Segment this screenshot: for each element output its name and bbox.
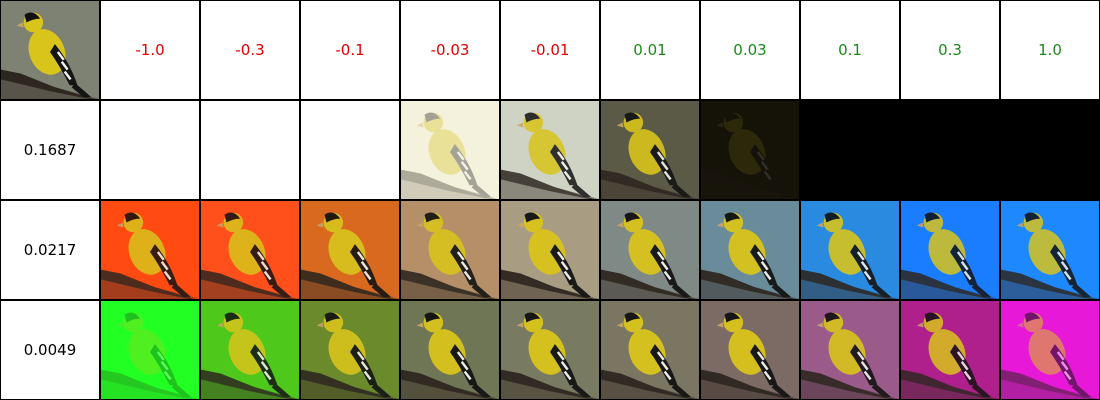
tinted-bird-image-icon <box>601 101 699 199</box>
column-header-value: -0.03 <box>430 41 470 59</box>
tinted-bird-image-icon <box>901 201 999 299</box>
column-header: 1.0 <box>1000 0 1100 100</box>
tinted-bird-image-icon <box>701 101 799 199</box>
column-header: -1.0 <box>100 0 200 100</box>
row-label-cell: 0.0049 <box>0 300 100 400</box>
row-label-cell: 0.0217 <box>0 200 100 300</box>
image-cell <box>1000 100 1100 200</box>
column-header: -0.03 <box>400 0 500 100</box>
image-cell <box>1000 300 1100 400</box>
image-cell <box>800 100 900 200</box>
column-header: -0.1 <box>300 0 400 100</box>
tinted-bird-image-icon <box>1001 301 1099 399</box>
image-cell <box>600 200 700 300</box>
tinted-bird-image-icon <box>801 301 899 399</box>
column-header-value: -1.0 <box>135 41 165 59</box>
column-header-value: -0.1 <box>335 41 365 59</box>
image-cell <box>100 300 200 400</box>
tinted-bird-image-icon <box>1001 101 1099 199</box>
image-cell <box>300 300 400 400</box>
tinted-bird-image-icon <box>801 101 899 199</box>
image-cell <box>400 200 500 300</box>
column-header: 0.1 <box>800 0 900 100</box>
column-header: 0.01 <box>600 0 700 100</box>
tinted-bird-image-icon <box>201 101 299 199</box>
image-cell <box>600 100 700 200</box>
tinted-bird-image-icon <box>501 301 599 399</box>
tinted-bird-image-icon <box>301 301 399 399</box>
row-label: 0.0217 <box>23 241 77 259</box>
column-header-value: 0.01 <box>633 41 667 59</box>
row-label: 0.1687 <box>23 141 77 159</box>
column-header: -0.3 <box>200 0 300 100</box>
image-cell <box>900 100 1000 200</box>
tinted-bird-image-icon <box>101 301 199 399</box>
image-cell <box>300 100 400 200</box>
image-cell <box>900 300 1000 400</box>
column-header-value: 0.3 <box>938 41 962 59</box>
tinted-bird-image-icon <box>401 201 499 299</box>
tinted-bird-image-icon <box>301 101 399 199</box>
image-cell <box>700 200 800 300</box>
tinted-bird-image-icon <box>701 301 799 399</box>
tinted-bird-image-icon <box>801 201 899 299</box>
image-cell <box>100 200 200 300</box>
tinted-bird-image-icon <box>301 201 399 299</box>
row-label: 0.0049 <box>23 341 77 359</box>
column-header: 0.03 <box>700 0 800 100</box>
image-cell <box>500 300 600 400</box>
image-cell <box>600 300 700 400</box>
column-header-value: 1.0 <box>1038 41 1062 59</box>
tinted-bird-image-icon <box>101 201 199 299</box>
tinted-bird-image-icon <box>1001 201 1099 299</box>
tinted-bird-image-icon <box>501 201 599 299</box>
image-cell <box>200 100 300 200</box>
image-cell <box>300 200 400 300</box>
column-header-value: -0.3 <box>235 41 265 59</box>
tinted-bird-image-icon <box>401 101 499 199</box>
column-header-value: 0.1 <box>838 41 862 59</box>
image-cell <box>200 300 300 400</box>
image-cell <box>500 200 600 300</box>
tinted-bird-image-icon <box>601 301 699 399</box>
tinted-bird-image-icon <box>501 101 599 199</box>
image-cell <box>1000 200 1100 300</box>
image-cell <box>800 300 900 400</box>
column-header: 0.3 <box>900 0 1000 100</box>
image-cell <box>500 100 600 200</box>
image-cell <box>700 100 800 200</box>
image-cell <box>400 300 500 400</box>
goldfinch-photo-icon <box>1 1 99 99</box>
tinted-bird-image-icon <box>201 201 299 299</box>
column-header: -0.01 <box>500 0 600 100</box>
image-cell <box>800 200 900 300</box>
tinted-bird-image-icon <box>901 101 999 199</box>
tinted-bird-image-icon <box>901 301 999 399</box>
tinted-bird-image-icon <box>701 201 799 299</box>
image-cell <box>900 200 1000 300</box>
tinted-bird-image-icon <box>401 301 499 399</box>
image-cell <box>100 100 200 200</box>
tinted-bird-image-icon <box>601 201 699 299</box>
column-header-value: 0.03 <box>733 41 767 59</box>
image-cell <box>700 300 800 400</box>
image-cell <box>400 100 500 200</box>
image-cell <box>200 200 300 300</box>
tinted-bird-image-icon <box>101 101 199 199</box>
original-image <box>0 0 100 100</box>
row-label-cell: 0.1687 <box>0 100 100 200</box>
column-header-value: -0.01 <box>530 41 570 59</box>
tinted-bird-image-icon <box>201 301 299 399</box>
